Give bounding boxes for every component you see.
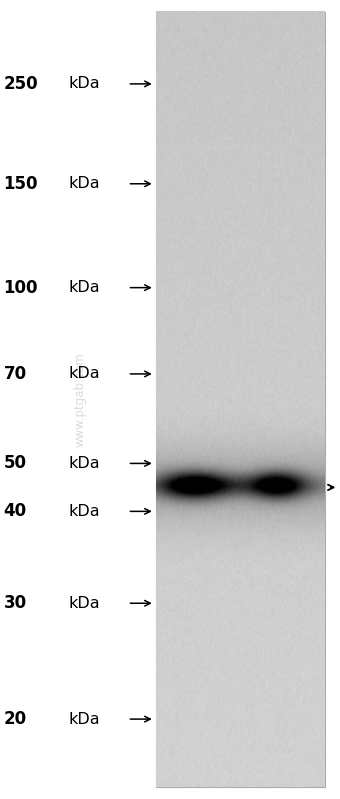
Text: 40: 40	[3, 503, 27, 520]
Text: kDa: kDa	[68, 77, 100, 91]
Text: 250: 250	[3, 75, 38, 93]
Text: kDa: kDa	[68, 504, 100, 519]
Text: kDa: kDa	[68, 280, 100, 295]
Text: kDa: kDa	[68, 712, 100, 726]
Text: www.ptgab.com: www.ptgab.com	[73, 352, 86, 447]
Text: kDa: kDa	[68, 367, 100, 381]
Text: kDa: kDa	[68, 456, 100, 471]
Text: 20: 20	[3, 710, 27, 728]
Text: kDa: kDa	[68, 596, 100, 610]
Text: 30: 30	[3, 594, 27, 612]
Text: 70: 70	[3, 365, 27, 383]
Bar	[156, 12, 325, 787]
Text: 100: 100	[3, 279, 38, 296]
Text: 50: 50	[3, 455, 27, 472]
Text: 150: 150	[3, 175, 38, 193]
Text: kDa: kDa	[68, 177, 100, 191]
